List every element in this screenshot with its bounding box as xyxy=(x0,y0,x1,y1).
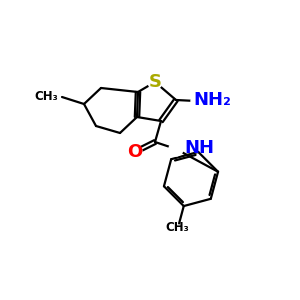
Text: NH₂: NH₂ xyxy=(193,91,231,109)
Circle shape xyxy=(191,96,201,106)
Text: CH₃: CH₃ xyxy=(165,221,189,234)
Circle shape xyxy=(148,75,162,89)
Text: O: O xyxy=(128,143,142,161)
Text: S: S xyxy=(148,73,161,91)
Circle shape xyxy=(169,142,183,156)
Text: CH₃: CH₃ xyxy=(34,89,58,103)
Circle shape xyxy=(128,145,142,159)
Text: NH: NH xyxy=(184,139,214,157)
